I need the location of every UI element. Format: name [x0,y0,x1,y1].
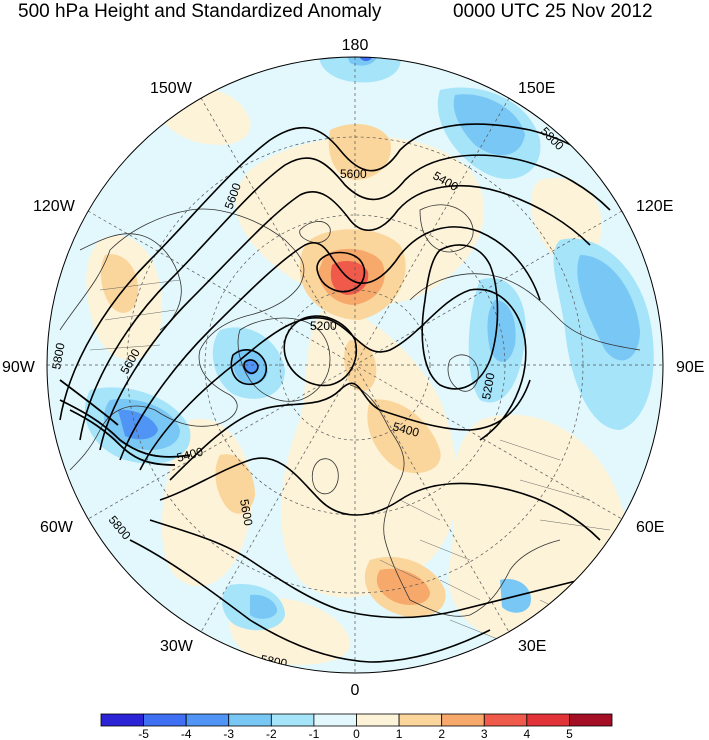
colorbar-tick-label: -3 [223,727,234,740]
lon-label-180: 180 [342,37,369,54]
coastlines [59,204,641,617]
colorbar-bin [313,713,357,727]
colorbar-tick-label: -2 [266,727,277,740]
lon-label-60e: 60E [636,519,664,536]
colorbar-tick-label: -4 [181,727,192,740]
colorbar-bin [398,713,443,727]
colorbar-bin [356,713,400,727]
contour-label: 5600 [237,498,255,527]
contour-label: 5200 [479,371,497,400]
colorbar-bin [228,713,272,727]
lon-label-150e: 150E [518,80,555,97]
colorbar-bin [185,713,230,727]
colorbar-bin [483,713,528,727]
height-contours [59,123,621,663]
colorbar-bin [100,713,144,727]
longitude-labels: 180 0 90W 90E 150W 150E 120W 120E 60W 60… [2,37,704,699]
contour-label: 5200 [310,319,337,333]
colorbar-bin [270,713,315,727]
colorbar-tick-label: 1 [396,727,403,740]
contour-label: 5600 [340,167,367,181]
colorbar-tick-label: -1 [309,727,320,740]
contour-label: 5400 [175,444,205,465]
lon-label-90w: 90W [2,359,36,376]
trough-contours [59,379,191,466]
colorbar-bin [569,713,613,727]
lon-label-150w: 150W [150,80,193,97]
lon-label-30e: 30E [518,638,546,655]
lon-label-120w: 120W [33,198,76,215]
colorbar-tick-label: 3 [481,727,488,740]
map-title: 500 hPa Height and Standardized Anomaly [18,1,382,22]
colorbar-tick-label: 4 [523,727,530,740]
map-date: 0000 UTC 25 Nov 2012 [453,1,653,22]
colorbar-tick-label: 0 [353,727,360,740]
lon-label-30w: 30W [160,638,194,655]
lon-label-0: 0 [351,682,360,699]
colorbar-bin [441,713,485,727]
colorbar-tick-label: 2 [438,727,445,740]
lon-label-90e: 90E [676,359,704,376]
colorbar-bin [143,713,187,727]
colorbar: -5 -4 -3 -2 -1 0 1 2 3 4 5 [100,713,613,740]
colorbar-tick-label: -5 [138,727,149,740]
lon-label-120e: 120E [636,198,673,215]
lon-label-60w: 60W [40,519,74,536]
colorbar-tick-label: 5 [566,727,573,740]
contour-label: 5400 [391,419,421,440]
map-border [46,56,664,674]
contour-label: 5800 [49,341,67,370]
colorbar-bin [526,713,570,727]
